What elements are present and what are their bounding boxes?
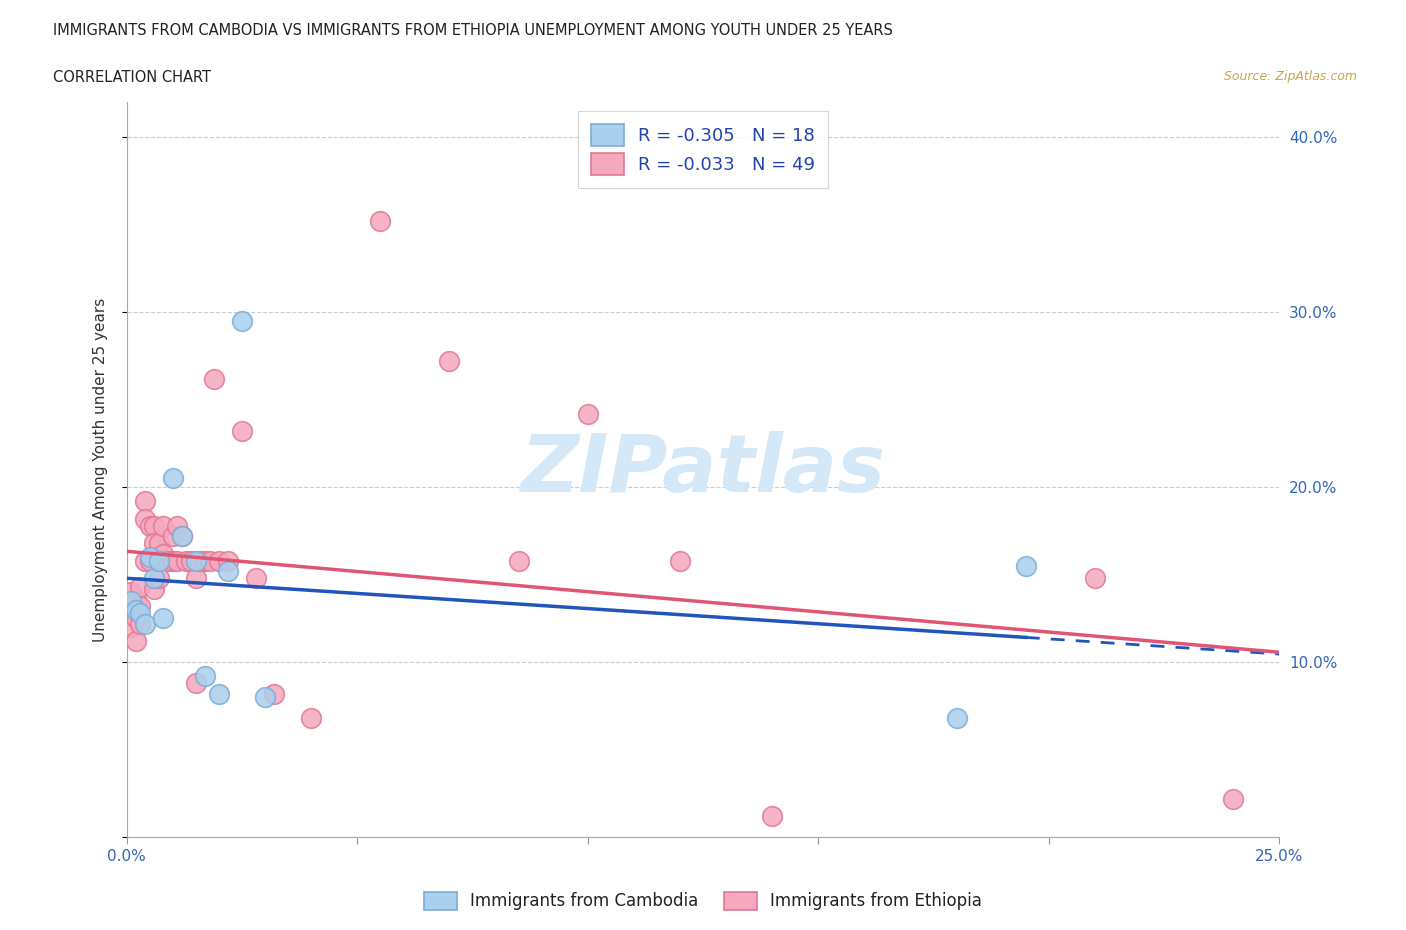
Point	[162, 471, 184, 485]
Point	[129, 579, 152, 594]
Text: CORRELATION CHART: CORRELATION CHART	[53, 70, 211, 85]
Point	[184, 675, 207, 690]
Point	[180, 553, 202, 568]
Point	[148, 553, 170, 568]
Point	[138, 553, 160, 568]
Point	[439, 353, 461, 368]
Point	[143, 571, 166, 586]
Point	[166, 518, 188, 533]
Point	[125, 633, 148, 648]
Text: IMMIGRANTS FROM CAMBODIA VS IMMIGRANTS FROM ETHIOPIA UNEMPLOYMENT AMONG YOUTH UN: IMMIGRANTS FROM CAMBODIA VS IMMIGRANTS F…	[53, 23, 893, 38]
Point	[120, 619, 142, 634]
Point	[208, 686, 231, 701]
Point	[194, 669, 217, 684]
Point	[138, 550, 160, 565]
Point	[162, 528, 184, 543]
Point	[143, 581, 166, 596]
Point	[129, 605, 152, 620]
Point	[148, 536, 170, 551]
Text: Source: ZipAtlas.com: Source: ZipAtlas.com	[1223, 70, 1357, 83]
Point	[508, 553, 530, 568]
Point	[184, 571, 207, 586]
Point	[120, 593, 142, 608]
Point	[120, 602, 142, 617]
Point	[761, 808, 783, 823]
Point	[134, 512, 156, 526]
Point	[166, 553, 188, 568]
Point	[120, 585, 142, 600]
Point	[125, 611, 148, 626]
Point	[231, 424, 253, 439]
Point	[208, 553, 231, 568]
Point	[125, 593, 148, 608]
Point	[152, 546, 174, 561]
Point	[188, 553, 211, 568]
Point	[1015, 558, 1038, 573]
Point	[176, 553, 198, 568]
Point	[576, 406, 599, 421]
Point	[198, 553, 221, 568]
Point	[138, 518, 160, 533]
Point	[263, 686, 285, 701]
Point	[217, 564, 239, 578]
Point	[669, 553, 692, 568]
Point	[368, 214, 391, 229]
Point	[184, 553, 207, 568]
Point	[1084, 571, 1107, 586]
Point	[148, 571, 170, 586]
Point	[134, 553, 156, 568]
Point	[299, 711, 322, 725]
Point	[157, 553, 180, 568]
Point	[245, 571, 267, 586]
Point	[125, 602, 148, 617]
Point	[129, 599, 152, 614]
Point	[170, 528, 193, 543]
Point	[253, 690, 276, 705]
Point	[152, 518, 174, 533]
Point	[945, 711, 967, 725]
Point	[162, 553, 184, 568]
Point	[134, 494, 156, 509]
Legend: Immigrants from Cambodia, Immigrants from Ethiopia: Immigrants from Cambodia, Immigrants fro…	[418, 885, 988, 917]
Legend: R = -0.305   N = 18, R = -0.033   N = 49: R = -0.305 N = 18, R = -0.033 N = 49	[578, 112, 828, 188]
Y-axis label: Unemployment Among Youth under 25 years: Unemployment Among Youth under 25 years	[93, 298, 108, 642]
Point	[217, 553, 239, 568]
Point	[152, 611, 174, 626]
Point	[194, 553, 217, 568]
Point	[143, 518, 166, 533]
Point	[1222, 791, 1244, 806]
Point	[134, 617, 156, 631]
Text: ZIPatlas: ZIPatlas	[520, 431, 886, 509]
Point	[129, 617, 152, 631]
Point	[170, 528, 193, 543]
Point	[231, 313, 253, 328]
Point	[202, 371, 225, 386]
Point	[143, 536, 166, 551]
